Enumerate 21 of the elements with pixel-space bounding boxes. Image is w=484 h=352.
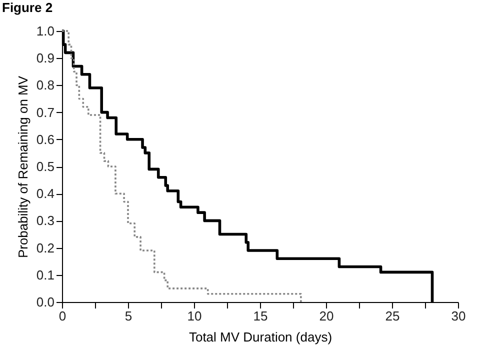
y-tick-label: 0.7 <box>36 104 54 120</box>
y-axis-title: Probability of Remaining on MV <box>15 76 30 258</box>
x-tick-label: 20 <box>319 308 334 324</box>
y-tick-label: 0.9 <box>36 50 54 66</box>
y-tick-label: 0.8 <box>36 78 54 93</box>
y-tick-label: 0.5 <box>36 159 54 174</box>
chart-title: Figure 2 <box>2 0 53 15</box>
x-tick-label: 25 <box>385 308 400 324</box>
y-tick-label: 0.2 <box>36 240 54 256</box>
y-tick-label: 0.6 <box>36 132 54 147</box>
x-tick-label: 30 <box>451 308 466 324</box>
y-tick-label: 0.1 <box>36 267 54 282</box>
y-tick-label: 0.0 <box>36 294 54 310</box>
y-tick-label: 0.4 <box>36 186 54 202</box>
x-tick-label: 10 <box>187 308 202 324</box>
x-axis-title: Total MV Duration (days) <box>188 330 332 344</box>
y-tick-label: 0.3 <box>36 213 54 228</box>
x-tick-label: 15 <box>253 308 268 324</box>
x-tick-label: 0 <box>58 308 66 324</box>
y-tick-label: 1.0 <box>36 24 54 38</box>
x-tick-label: 5 <box>124 308 132 324</box>
